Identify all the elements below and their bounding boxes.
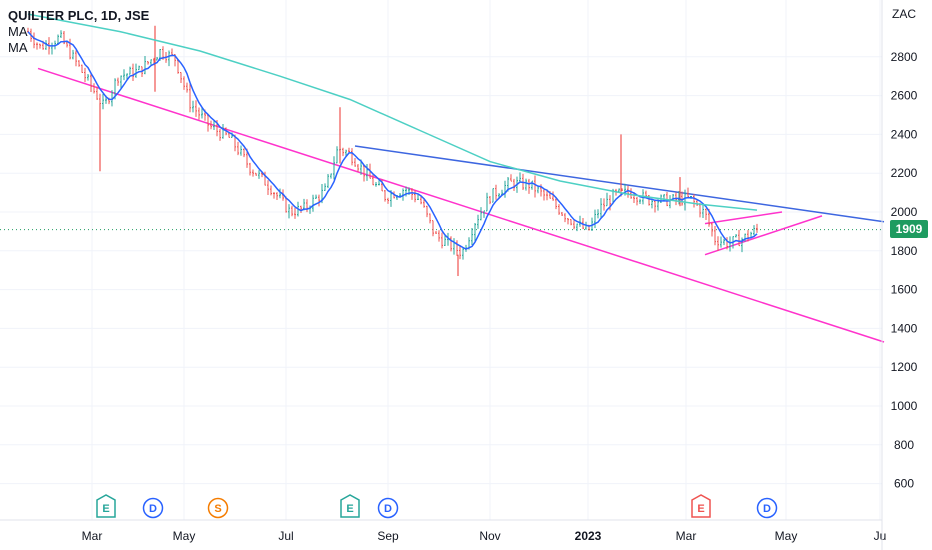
- ma-indicator-label-1[interactable]: MA: [8, 24, 28, 39]
- event-marker-letter: D: [763, 503, 771, 515]
- price-tick-label: 800: [894, 438, 914, 452]
- earnings-shape: [340, 494, 360, 518]
- earnings-shape: [691, 494, 711, 518]
- event-marker-earnings[interactable]: E: [96, 494, 116, 518]
- price-tick-label: 2400: [891, 127, 918, 141]
- trendline-upper-resistance: [354, 145, 885, 223]
- current-price-badge: 1909: [890, 220, 928, 238]
- price-tick-label: 1000: [891, 399, 918, 413]
- event-marker-earnings[interactable]: E: [340, 494, 360, 518]
- trendline-lower-support: [37, 67, 885, 343]
- time-tick-label: May: [173, 529, 196, 543]
- dividend-shape: [142, 497, 164, 519]
- price-tick-label: 1600: [891, 283, 918, 297]
- event-marker-letter: E: [697, 503, 704, 515]
- price-tick-label: 2200: [891, 166, 918, 180]
- ma-slow-line: [27, 13, 758, 211]
- event-marker-earnings[interactable]: E: [691, 494, 711, 518]
- split-shape: [207, 497, 229, 519]
- wedge-lower-line: [704, 215, 823, 256]
- earnings-shape: [96, 494, 116, 518]
- price-tick-label: 1200: [891, 360, 918, 374]
- price-tick-label: 1800: [891, 244, 918, 258]
- event-marker-dividend[interactable]: D: [142, 497, 164, 519]
- symbol-title: QUILTER PLC, 1D, JSE: [8, 8, 150, 23]
- price-axis-currency: ZAC: [892, 7, 916, 21]
- event-marker-letter: D: [384, 503, 392, 515]
- event-marker-letter: E: [346, 503, 353, 515]
- price-tick-label: 2600: [891, 89, 918, 103]
- event-marker-letter: D: [149, 503, 157, 515]
- chart-legend[interactable]: QUILTER PLC, 1D, JSE MA MA: [8, 8, 149, 56]
- price-tick-label: 2800: [891, 50, 918, 64]
- event-marker-dividend[interactable]: D: [377, 497, 399, 519]
- trendlines[interactable]: [37, 67, 885, 343]
- time-tick-label: Mar: [82, 529, 103, 543]
- price-tick-label: 1400: [891, 321, 918, 335]
- time-tick-label: Nov: [479, 529, 500, 543]
- event-marker-dividend[interactable]: D: [756, 497, 778, 519]
- event-marker-letter: S: [214, 503, 221, 515]
- candles: [27, 25, 758, 277]
- ma-indicator-label-2[interactable]: MA: [8, 40, 28, 55]
- time-tick-label: Mar: [676, 529, 697, 543]
- time-tick-label: 2023: [575, 529, 602, 543]
- wedge-upper-line: [704, 211, 783, 225]
- ma-fast-line: [27, 31, 758, 250]
- dividend-shape: [756, 497, 778, 519]
- grid-layer: [0, 0, 882, 520]
- time-tick-label: Sep: [377, 529, 399, 543]
- price-tick-label: 600: [894, 477, 914, 491]
- time-tick-label: May: [775, 529, 798, 543]
- time-tick-label: Ju: [874, 529, 887, 543]
- moving-averages: [27, 13, 758, 250]
- event-marker-letter: E: [102, 503, 109, 515]
- price-tick-label: 2000: [891, 205, 918, 219]
- dividend-shape: [377, 497, 399, 519]
- time-tick-label: Jul: [278, 529, 293, 543]
- event-marker-split[interactable]: S: [207, 497, 229, 519]
